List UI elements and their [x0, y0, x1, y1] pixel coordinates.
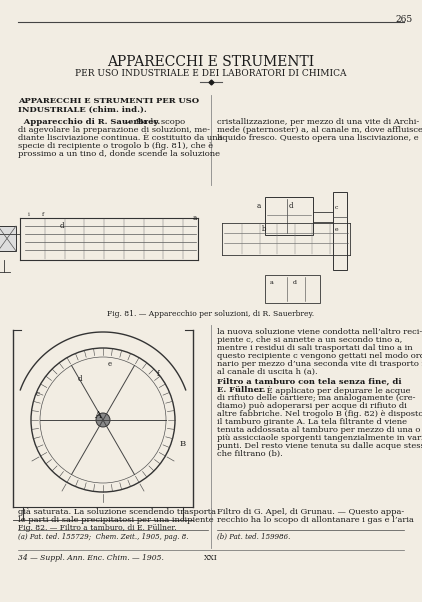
Text: prossimo a un tino d, donde scende la soluzione: prossimo a un tino d, donde scende la so… [18, 150, 220, 158]
Text: d: d [78, 375, 82, 383]
Text: 265: 265 [395, 15, 412, 24]
Text: punti. Del resto viene tenuta su dalle acque stesse: punti. Del resto viene tenuta su dalle a… [217, 442, 422, 450]
Text: APPARECCHI E STRUMENTI: APPARECCHI E STRUMENTI [108, 55, 314, 69]
Text: le parti di sale precipitatosi per una incipiente: le parti di sale precipitatosi per una i… [18, 516, 214, 524]
Text: b: b [262, 225, 267, 233]
Text: mentre i residui di sali trasportati dal tino a in: mentre i residui di sali trasportati dal… [217, 344, 413, 352]
Text: altre fabbriche. Nel trogolo B (fig. 82) è disposto: altre fabbriche. Nel trogolo B (fig. 82)… [217, 410, 422, 418]
Circle shape [96, 413, 110, 427]
Text: più assicciaole sporgenti tangenzialmente in vari: più assicciaole sporgenti tangenzialment… [217, 434, 422, 442]
Text: c: c [335, 205, 338, 210]
Text: (a) Pat. ted. 155729;  Chem. Zeit., 1905, pag. 8.: (a) Pat. ted. 155729; Chem. Zeit., 1905,… [18, 533, 189, 541]
Text: diante lisciviazione continua. È costituito da una: diante lisciviazione continua. È costitu… [18, 134, 222, 142]
Text: mede (paternoster) a, al canale m, dove affluisce: mede (paternoster) a, al canale m, dove … [217, 126, 422, 134]
Text: d: d [60, 222, 65, 230]
Text: il tamburo girante A. La tela filtrante d viene: il tamburo girante A. La tela filtrante … [217, 418, 407, 426]
Text: a: a [257, 202, 261, 210]
Text: e: e [108, 360, 112, 368]
Text: d: d [293, 280, 297, 285]
Text: 34 — Suppl. Ann. Enc. Chim. — 1905.: 34 — Suppl. Ann. Enc. Chim. — 1905. [18, 554, 164, 562]
Text: Filtro a tamburo con tela senza fine, di: Filtro a tamburo con tela senza fine, di [217, 378, 402, 386]
Text: liquido fresco. Questo opera una lisciviazione, e: liquido fresco. Questo opera una liscivi… [217, 134, 419, 142]
Bar [0, 226, 16, 251]
Text: diamo) può adoperarsi per acque di rifiuto di: diamo) può adoperarsi per acque di rifiu… [217, 402, 407, 410]
Text: APPARECCHI E STRUMENTI PER USO: APPARECCHI E STRUMENTI PER USO [18, 97, 199, 105]
Text: la nuova soluzione viene condotta nell’altro reci-: la nuova soluzione viene condotta nell’a… [217, 328, 422, 336]
Text: cristallizzazione, per mezzo di una vite di Archi-: cristallizzazione, per mezzo di una vite… [217, 118, 419, 126]
Text: a: a [270, 280, 274, 285]
Text: recchio ha lo scopo di allontanare i gas e l’aria: recchio ha lo scopo di allontanare i gas… [217, 516, 414, 524]
Text: di rifiuto delle cartiere; ma analogamente (cre-: di rifiuto delle cartiere; ma analogamen… [217, 394, 416, 402]
Text: a: a [193, 214, 197, 222]
Text: PER USO INDUSTRIALE E DEI LABORATORI DI CHIMICA: PER USO INDUSTRIALE E DEI LABORATORI DI … [75, 69, 347, 78]
Text: (b) Pat. ted. 159986.: (b) Pat. ted. 159986. [217, 533, 290, 541]
Text: INDUSTRIALE (chim. ind.).: INDUSTRIALE (chim. ind.). [18, 106, 147, 114]
Text: che filtrano (b).: che filtrano (b). [217, 450, 283, 458]
Text: — Ha lo scopo: — Ha lo scopo [122, 118, 185, 126]
Text: f: f [157, 370, 160, 378]
Text: al canale di uscita h (a).: al canale di uscita h (a). [217, 368, 318, 376]
Text: Filtro di G. Apel, di Grunau. — Questo appa-: Filtro di G. Apel, di Grunau. — Questo a… [217, 508, 404, 516]
Text: d: d [289, 202, 293, 210]
Text: già saturata. La soluzione scendendo trasporta: già saturata. La soluzione scendendo tra… [18, 508, 216, 516]
Text: f: f [42, 212, 44, 217]
Text: Apparecchio di R. Sauerbrey.: Apparecchio di R. Sauerbrey. [18, 118, 160, 126]
Text: B: B [180, 440, 186, 448]
Text: specie di recipiente o trogolo b (fig. 81), che è: specie di recipiente o trogolo b (fig. 8… [18, 142, 213, 150]
Text: e: e [335, 227, 338, 232]
Text: XXI: XXI [204, 554, 218, 562]
Bar [265, 275, 320, 303]
Text: nario per mezzo d’una seconda vite di trasporto r: nario per mezzo d’una seconda vite di tr… [217, 360, 422, 368]
Text: Fig. 81. — Apparecchio per soluzioni, di R. Sauerbrey.: Fig. 81. — Apparecchio per soluzioni, di… [108, 310, 314, 318]
Text: Fig. 82. — Filtro a tamburo, di E. Füllner.: Fig. 82. — Filtro a tamburo, di E. Fülln… [18, 524, 176, 532]
Text: A: A [95, 411, 102, 420]
Bar [265, 197, 313, 235]
Text: tenuta addossata al tamburo per mezzo di una o: tenuta addossata al tamburo per mezzo di… [217, 426, 420, 434]
Text: — È applicato per depurare le acque: — È applicato per depurare le acque [253, 386, 411, 395]
Text: questo recipiente c vengono gettati nel modo ordi-: questo recipiente c vengono gettati nel … [217, 352, 422, 360]
Text: piente c, che si annette a un secondo tino a,: piente c, che si annette a un secondo ti… [217, 336, 402, 344]
Text: c: c [36, 390, 40, 398]
Text: E. Füllner.: E. Füllner. [217, 386, 265, 394]
Bar [333, 192, 347, 270]
Text: di agevolare la preparazione di soluzioni, me-: di agevolare la preparazione di soluzion… [18, 126, 210, 134]
Text: i: i [28, 212, 30, 217]
